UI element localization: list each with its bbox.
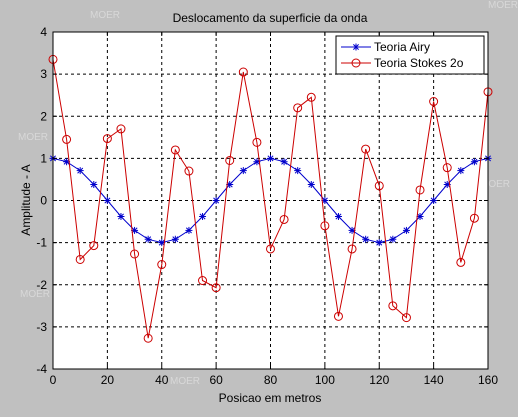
x-tick-label: 20	[101, 373, 115, 387]
data-point-0	[239, 167, 247, 175]
data-point-1	[320, 221, 330, 231]
ticks: 0 20 40 60 80 100 120 140 160 4 3 2 1 0 -1 -2 -3 -4	[36, 25, 498, 387]
y-tick-label: 0	[40, 194, 47, 208]
data-point-0	[430, 197, 438, 204]
data-point-1	[374, 181, 384, 191]
x-tick-label: 120	[369, 373, 389, 387]
watermark: MOER	[18, 132, 48, 143]
data-point-1	[62, 134, 72, 144]
x-tick-label: 160	[478, 373, 498, 387]
data-point-1	[198, 276, 208, 286]
y-tick-label: -3	[36, 320, 47, 334]
x-tick-label: 60	[209, 373, 223, 387]
data-point-1	[157, 260, 167, 270]
data-point-1	[442, 163, 452, 173]
data-point-0	[280, 158, 288, 166]
data-point-0	[144, 235, 152, 243]
data-point-0	[267, 154, 274, 162]
data-point-1	[415, 185, 425, 195]
data-point-0	[185, 226, 193, 234]
data-point-1	[469, 213, 479, 223]
data-point-1	[130, 249, 140, 259]
y-tick-label: -2	[36, 278, 47, 292]
data-point-0	[117, 213, 125, 221]
chart-title: Deslocamento da superficie da onda	[173, 11, 368, 25]
data-point-1	[347, 244, 357, 254]
y-tick-label: -4	[36, 362, 47, 376]
legend: Teoria Airy Teoria Stokes 2o	[335, 35, 485, 75]
data-point-0	[76, 167, 84, 175]
data-point-0	[402, 226, 410, 234]
data-point-0	[103, 197, 111, 204]
data-point-0	[321, 197, 329, 204]
y-tick-label: 2	[40, 109, 47, 123]
legend-box	[335, 35, 485, 75]
data-point-1	[388, 301, 398, 311]
x-tick-label: 0	[50, 373, 57, 387]
y-tick-label: 3	[40, 67, 47, 81]
data-point-0	[362, 235, 370, 243]
x-tick-label: 40	[155, 373, 169, 387]
data-point-1	[252, 137, 262, 147]
data-point-1	[211, 283, 221, 293]
data-point-1	[306, 92, 316, 102]
legend-marker-stokes	[351, 58, 361, 68]
data-point-0	[334, 213, 342, 221]
legend-marker-airy	[352, 43, 360, 51]
data-point-1	[429, 97, 439, 107]
watermark: MOER	[90, 10, 120, 21]
data-point-1	[102, 134, 112, 144]
data-point-1	[184, 166, 194, 176]
y-axis-label: Amplitude - A	[19, 164, 33, 235]
legend-star	[352, 43, 360, 51]
data-point-0	[212, 197, 220, 204]
data-point-0	[294, 167, 302, 175]
x-tick-label: 140	[424, 373, 444, 387]
watermark: MOER	[20, 289, 50, 300]
x-tick-label: 100	[315, 373, 335, 387]
watermark: MOER	[480, 179, 510, 190]
x-axis-label: Posicao em metros	[219, 391, 322, 405]
watermark: MOER	[488, 0, 518, 11]
legend-label-airy: Teoria Airy	[374, 40, 430, 54]
data-point-0	[470, 158, 478, 166]
data-point-0	[171, 235, 179, 243]
data-point-1	[116, 124, 126, 134]
data-point-1	[266, 244, 275, 254]
data-point-0	[416, 213, 424, 221]
data-point-1	[279, 214, 289, 224]
y-tick-label: -1	[36, 236, 47, 250]
data-point-1	[170, 145, 180, 155]
series-line-1	[52, 59, 489, 339]
data-point-0	[389, 235, 397, 243]
data-point-1	[238, 67, 248, 77]
watermark: MOER	[170, 376, 200, 387]
y-tick-label: 1	[40, 151, 47, 165]
data-point-0	[90, 180, 98, 188]
data-point-1	[143, 333, 153, 343]
data-point-1	[456, 257, 466, 267]
data-point-1	[401, 313, 411, 323]
legend-label-stokes: Teoria Stokes 2o	[374, 56, 464, 70]
data-point-1	[75, 254, 85, 264]
data-point-0	[457, 167, 465, 175]
data-point-1	[361, 144, 371, 154]
data-point-1	[333, 311, 343, 321]
data-point-1	[225, 155, 235, 165]
y-tick-label: 4	[40, 25, 47, 39]
data-point-0	[307, 180, 315, 188]
data-point-1	[293, 103, 303, 113]
data-point-0	[199, 213, 207, 221]
x-tick-label: 80	[264, 373, 278, 387]
data-point-1	[89, 241, 99, 251]
data-point-0	[375, 239, 383, 247]
